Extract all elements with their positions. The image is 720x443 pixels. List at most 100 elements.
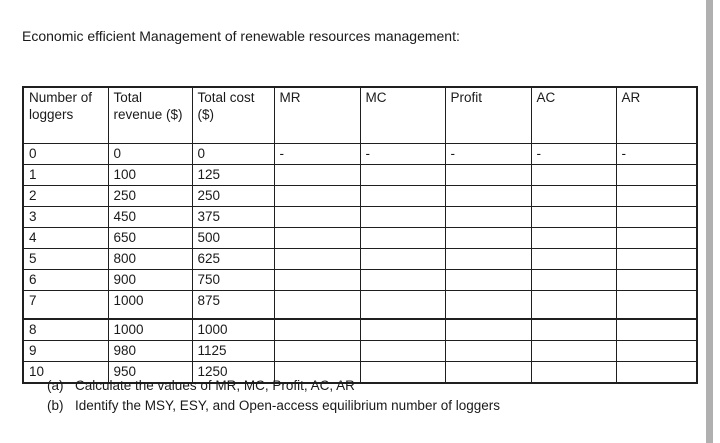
table-cell: 1250 [191, 361, 275, 384]
question-b-label: (b) [47, 397, 64, 413]
table-cell [615, 184, 698, 207]
table-cell: 800 [107, 247, 193, 270]
table-cell: 1 [22, 163, 109, 186]
table-cell: 3 [22, 205, 109, 228]
table-cell [444, 247, 532, 270]
table-cell [530, 318, 617, 341]
table-cell [359, 289, 446, 320]
table-cell: 980 [107, 340, 193, 362]
table-cell: 625 [191, 247, 275, 270]
table-cell: 375 [191, 205, 275, 228]
table-row: 6 900 750 [22, 268, 698, 291]
table-cell [273, 205, 361, 228]
table-cell [444, 205, 532, 228]
table-cell: 1000 [107, 289, 193, 320]
table-cell: 1000 [191, 318, 275, 341]
table-cell: - [615, 142, 698, 165]
column-header: Total cost ($) [191, 86, 275, 144]
column-header: AR [615, 86, 698, 144]
table-cell [615, 247, 698, 270]
table-cell [615, 340, 698, 362]
table-row: 9 980 1125 [22, 340, 698, 362]
table-cell: 650 [107, 226, 193, 249]
table-cell: 1125 [191, 340, 275, 362]
table-cell [530, 340, 617, 362]
table-cell [359, 226, 446, 249]
table-row: 7 1000 875 [22, 289, 698, 320]
table-cell: 750 [191, 268, 275, 291]
table-cell: 250 [191, 184, 275, 207]
column-header: Number of loggers [22, 86, 109, 144]
table-header-row: Number of loggers Total revenue ($) Total … [22, 86, 698, 144]
question-b: (b) Identify the MSY, ESY, and Open-acce… [47, 396, 500, 416]
table-row: 8 1000 1000 [22, 318, 698, 341]
table-cell: 5 [22, 247, 109, 270]
table-cell: 100 [107, 163, 193, 186]
table-cell [444, 163, 532, 186]
table-cell [359, 268, 446, 291]
column-header: AC [530, 86, 617, 144]
table-row: 10 950 1250 [22, 361, 698, 384]
table-cell [530, 268, 617, 291]
table-cell [530, 184, 617, 207]
table-cell [530, 361, 617, 384]
table-cell: 1000 [107, 318, 193, 341]
table-cell: 4 [22, 226, 109, 249]
table-cell [615, 205, 698, 228]
table-cell [444, 226, 532, 249]
question-b-text: Identify the MSY, ESY, and Open-access e… [75, 397, 500, 413]
table-cell [615, 268, 698, 291]
column-header: Profit [444, 86, 532, 144]
table-cell: 125 [191, 163, 275, 186]
column-header: Total revenue ($) [107, 86, 193, 144]
table-cell [359, 205, 446, 228]
table-cell: 900 [107, 268, 193, 291]
table-cell [273, 268, 361, 291]
table-cell: - [273, 142, 361, 165]
table-cell [615, 163, 698, 186]
table-cell: 7 [22, 289, 109, 320]
table-cell [444, 340, 532, 362]
table-cell [530, 247, 617, 270]
table-row: 3 450 375 [22, 205, 698, 228]
table-cell: 500 [191, 226, 275, 249]
table-cell [359, 340, 446, 362]
table-cell [530, 289, 617, 320]
table-cell [530, 163, 617, 186]
table-row: 1 100 125 [22, 163, 698, 186]
table-cell [359, 163, 446, 186]
table-cell: 10 [22, 361, 109, 384]
table-cell: - [530, 142, 617, 165]
question-a-text: Calculate the values of MR, MC, Profit, … [75, 378, 355, 393]
table-cell [444, 289, 532, 320]
table-cell: 9 [22, 340, 109, 362]
table-cell [273, 289, 361, 320]
loggers-table: Number of loggers Total revenue ($) Total … [22, 86, 698, 384]
table-cell [359, 318, 446, 341]
table-cell: 875 [191, 289, 275, 320]
table-cell [273, 184, 361, 207]
table-cell: 250 [107, 184, 193, 207]
table-cell: 8 [22, 318, 109, 341]
table-row: 2 250 250 [22, 184, 698, 207]
table-cell [530, 226, 617, 249]
table-cell [273, 340, 361, 362]
table-cell [615, 289, 698, 320]
table-cell [615, 318, 698, 341]
column-header: MC [359, 86, 446, 144]
table-cell [444, 318, 532, 341]
right-edge-strip [706, 0, 713, 443]
table-cell [615, 361, 698, 384]
table-cell [444, 184, 532, 207]
table-cell [444, 268, 532, 291]
table-cell [359, 184, 446, 207]
table-cell: 0 [191, 142, 275, 165]
table-cell [615, 226, 698, 249]
table-cell [273, 163, 361, 186]
table-cell: - [359, 142, 446, 165]
questions-list: (a) Calculate the values of MR, MC, Prof… [47, 376, 500, 415]
table-cell [273, 247, 361, 270]
question-a-label: (a) [47, 378, 64, 393]
table-cell [273, 318, 361, 341]
